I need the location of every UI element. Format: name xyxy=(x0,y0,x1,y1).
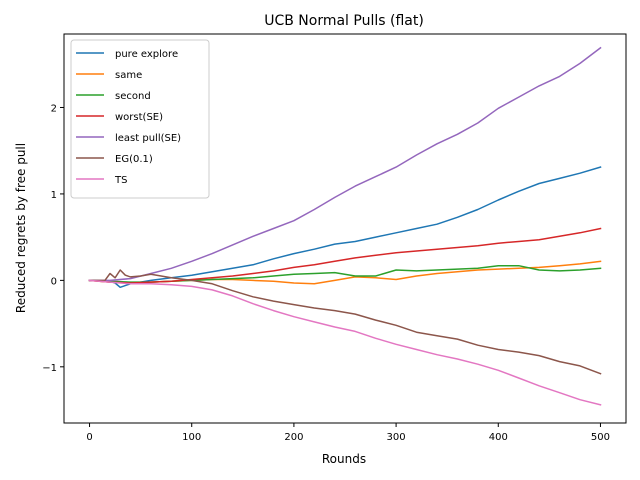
series-line-ts xyxy=(88,279,602,406)
series-line-eg-0-1 xyxy=(88,269,602,375)
y-axis: −1 0 1 2 xyxy=(42,103,64,374)
y-axis-label: Reduced regrets by free pull xyxy=(14,143,28,313)
legend-label: TS xyxy=(114,175,127,186)
x-tick-label: 400 xyxy=(489,432,508,443)
series-line-worst-se xyxy=(88,227,602,284)
y-tick-label: −1 xyxy=(42,363,57,374)
y-tick-label: 0 xyxy=(51,276,57,287)
x-tick-label: 0 xyxy=(86,432,92,443)
legend: pure explore same second worst(SE) least pul… xyxy=(70,39,210,199)
legend-box xyxy=(70,39,210,199)
x-axis-label: Rounds xyxy=(322,452,366,466)
series-layer xyxy=(88,46,602,406)
y-tick-label: 2 xyxy=(51,103,57,114)
x-axis: 0 100 200 300 400 500 xyxy=(86,423,610,443)
legend-items: pure explore same second worst(SE) least pul… xyxy=(76,49,181,186)
legend-label: EG(0.1) xyxy=(115,154,153,165)
legend-label: second xyxy=(115,91,151,102)
x-tick-label: 200 xyxy=(284,432,303,443)
legend-label: least pull(SE) xyxy=(115,133,181,144)
legend-label: pure explore xyxy=(115,49,178,60)
series-line-least-pull-se xyxy=(88,46,602,282)
plot-area: 0 100 200 300 400 500 −1 0 1 2 xyxy=(42,33,627,443)
y-tick-label: 1 xyxy=(51,190,57,201)
legend-label: same xyxy=(115,70,142,81)
plot-frame xyxy=(63,33,627,424)
x-tick-label: 100 xyxy=(182,432,201,443)
x-tick-label: 300 xyxy=(387,432,406,443)
x-tick-label: 500 xyxy=(591,432,610,443)
legend-label: worst(SE) xyxy=(115,112,163,123)
chart-title: UCB Normal Pulls (flat) xyxy=(264,13,424,29)
